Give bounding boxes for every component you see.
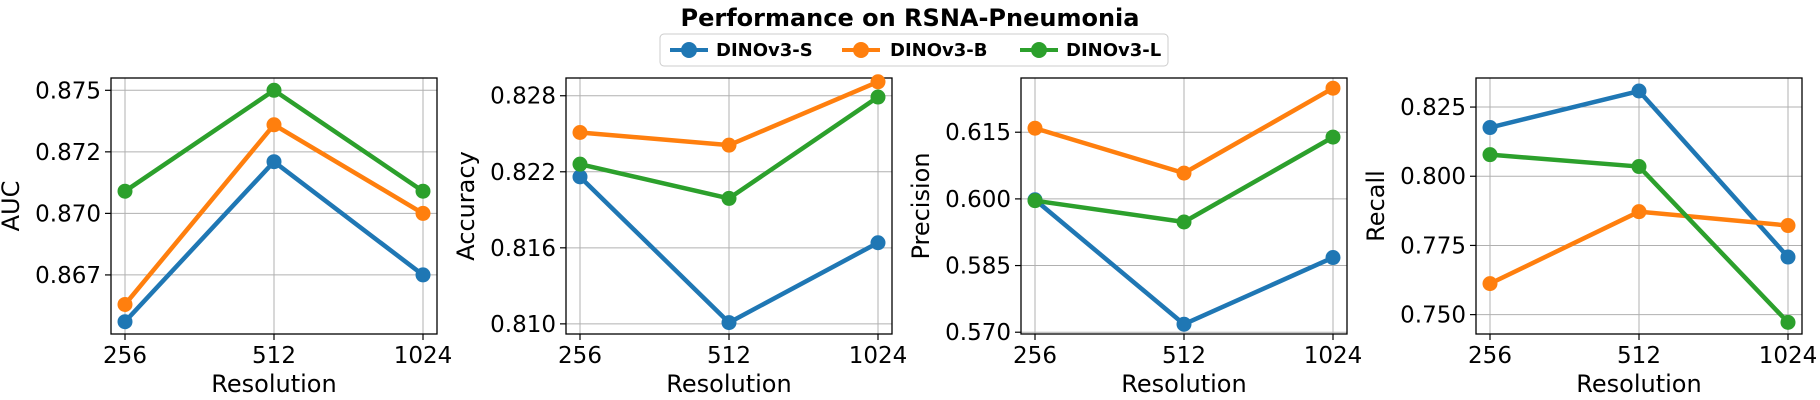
data-point-precision-dinov3-l-256 <box>1027 193 1043 209</box>
xtick-label-recall-1024: 1024 <box>1759 343 1818 369</box>
legend-label-dinov3-l: DINOv3-L <box>1066 40 1161 61</box>
ytick-label-accuracy-0: 0.810 <box>490 312 556 338</box>
data-point-auc-dinov3-l-512 <box>266 82 282 98</box>
data-point-recall-dinov3-s-512 <box>1631 83 1647 99</box>
ytick-label-recall-2: 0.800 <box>1400 164 1466 190</box>
data-point-auc-dinov3-l-256 <box>117 183 133 199</box>
legend-marker-dinov3-b <box>853 42 869 58</box>
legend-label-dinov3-s: DINOv3-S <box>716 40 813 61</box>
ylabel-recall: Recall <box>1362 170 1390 242</box>
xtick-label-precision-256: 256 <box>1013 343 1057 369</box>
ytick-label-recall-1: 0.775 <box>1400 233 1466 259</box>
legend-marker-dinov3-s <box>681 42 697 58</box>
xtick-label-precision-512: 512 <box>1162 343 1206 369</box>
legend-entry-dinov3-s: DINOv3-S <box>670 40 813 61</box>
xlabel-precision: Resolution <box>1121 370 1246 398</box>
panel-recall: 256 512 1024 0.750 0.775 0.800 0.825 Resolution… <box>1362 77 1818 398</box>
data-point-recall-dinov3-b-1024 <box>1780 218 1796 234</box>
xlabel-recall: Resolution <box>1576 370 1701 398</box>
ytick-label-recall-0: 0.750 <box>1400 303 1466 329</box>
data-point-accuracy-dinov3-s-512 <box>721 315 737 331</box>
data-point-auc-dinov3-s-256 <box>117 314 133 330</box>
data-point-accuracy-dinov3-b-512 <box>721 137 737 153</box>
ytick-label-auc-2: 0.872 <box>35 140 101 166</box>
data-point-accuracy-dinov3-s-1024 <box>870 235 886 251</box>
panel-precision: 256 512 1024 0.570 0.585 0.600 0.615 Resolution… <box>907 77 1363 398</box>
ylabel-auc: AUC <box>0 181 25 232</box>
ytick-label-accuracy-1: 0.816 <box>490 236 556 262</box>
data-point-recall-dinov3-l-512 <box>1631 159 1647 175</box>
ytick-label-recall-3: 0.825 <box>1400 95 1466 121</box>
subplots: 256 512 1024 0.867 0.870 0.872 0.875 Resolution… <box>0 74 1817 398</box>
data-point-auc-dinov3-s-1024 <box>415 267 431 283</box>
data-point-precision-dinov3-s-512 <box>1176 316 1192 332</box>
xtick-label-accuracy-512: 512 <box>707 343 751 369</box>
data-point-auc-dinov3-b-512 <box>266 117 282 133</box>
xlabel-accuracy: Resolution <box>666 370 791 398</box>
legend-frame <box>659 33 1169 67</box>
panel-accuracy: 256 512 1024 0.810 0.816 0.822 0.828 Resolution… <box>452 74 907 398</box>
panel-auc: 256 512 1024 0.867 0.870 0.872 0.875 Resolution… <box>0 77 453 398</box>
data-point-precision-dinov3-b-1024 <box>1325 80 1341 96</box>
data-point-auc-dinov3-b-1024 <box>415 205 431 221</box>
data-point-precision-dinov3-s-1024 <box>1325 250 1341 266</box>
xtick-label-auc-512: 512 <box>252 343 296 369</box>
xtick-label-precision-1024: 1024 <box>1304 343 1363 369</box>
xlabel-auc: Resolution <box>211 370 336 398</box>
data-point-precision-dinov3-b-256 <box>1027 120 1043 136</box>
data-point-accuracy-dinov3-l-512 <box>721 190 737 206</box>
data-point-recall-dinov3-b-256 <box>1482 276 1498 292</box>
data-point-precision-dinov3-l-1024 <box>1325 129 1341 145</box>
data-point-recall-dinov3-s-1024 <box>1780 249 1796 265</box>
ytick-label-accuracy-2: 0.822 <box>490 160 556 186</box>
ytick-label-auc-0: 0.867 <box>35 263 101 289</box>
data-point-accuracy-dinov3-s-256 <box>572 169 588 185</box>
legend: DINOv3-S DINOv3-B DINOv3-L <box>659 33 1169 67</box>
legend-marker-dinov3-l <box>1031 42 1047 58</box>
ytick-label-accuracy-3: 0.828 <box>490 84 556 110</box>
ytick-label-precision-3: 0.615 <box>945 120 1011 146</box>
data-point-auc-dinov3-b-256 <box>117 296 133 312</box>
xtick-label-auc-1024: 1024 <box>394 343 453 369</box>
ytick-label-auc-3: 0.875 <box>35 78 101 104</box>
ylabel-precision: Precision <box>907 152 935 259</box>
legend-label-dinov3-b: DINOv3-B <box>890 40 987 61</box>
data-point-accuracy-dinov3-b-256 <box>572 124 588 140</box>
data-point-accuracy-dinov3-b-1024 <box>870 74 886 90</box>
xtick-label-recall-512: 512 <box>1617 343 1661 369</box>
xtick-label-accuracy-1024: 1024 <box>849 343 908 369</box>
legend-entry-dinov3-b: DINOv3-B <box>842 40 987 61</box>
data-point-auc-dinov3-s-512 <box>266 154 282 170</box>
chart-title: Performance on RSNA-Pneumonia <box>681 4 1140 32</box>
ylabel-accuracy: Accuracy <box>452 151 480 261</box>
data-point-precision-dinov3-b-512 <box>1176 165 1192 181</box>
data-point-auc-dinov3-l-1024 <box>415 183 431 199</box>
data-point-recall-dinov3-b-512 <box>1631 204 1647 220</box>
data-point-recall-dinov3-l-256 <box>1482 147 1498 163</box>
data-point-recall-dinov3-s-256 <box>1482 120 1498 136</box>
ytick-label-auc-1: 0.870 <box>35 201 101 227</box>
ytick-label-precision-0: 0.570 <box>945 320 1011 346</box>
ytick-label-precision-2: 0.600 <box>945 187 1011 213</box>
xtick-label-accuracy-256: 256 <box>558 343 602 369</box>
data-point-precision-dinov3-l-512 <box>1176 214 1192 230</box>
data-point-accuracy-dinov3-l-1024 <box>870 89 886 105</box>
ytick-label-precision-1: 0.585 <box>945 254 1011 280</box>
data-point-recall-dinov3-l-1024 <box>1780 314 1796 330</box>
xtick-label-recall-256: 256 <box>1468 343 1512 369</box>
legend-entry-dinov3-l: DINOv3-L <box>1020 40 1161 61</box>
xtick-label-auc-256: 256 <box>103 343 147 369</box>
data-point-accuracy-dinov3-l-256 <box>572 156 588 172</box>
